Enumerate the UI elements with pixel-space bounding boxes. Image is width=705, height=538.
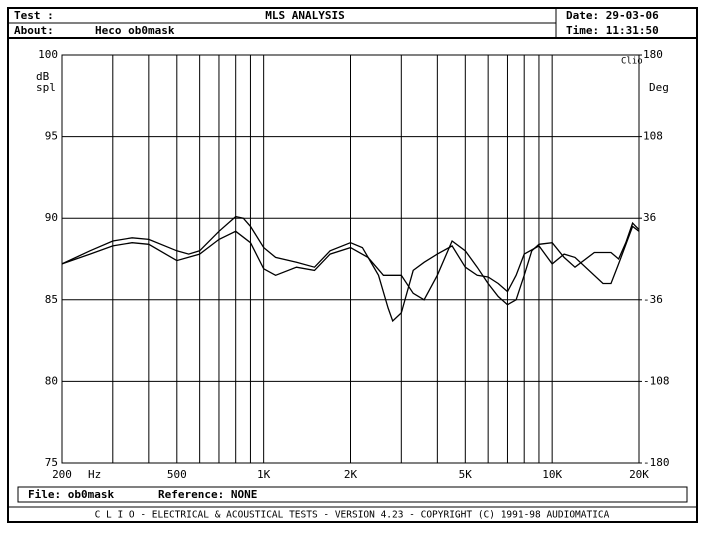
x-tick-label: 5K (459, 468, 473, 481)
file: File: ob0mask (28, 488, 114, 501)
response-line (61, 215, 640, 323)
about-label: About: (14, 24, 54, 37)
y2-tick-label: 36 (643, 211, 656, 224)
y2-tick-label: -108 (643, 374, 670, 387)
x-tick-label: 2K (344, 468, 358, 481)
frame (7, 7, 698, 523)
corner-label: Clio (621, 57, 643, 67)
reference: Reference: NONE (158, 488, 257, 501)
y-tick-label: 75 (45, 456, 58, 469)
y-label: dB (36, 70, 50, 83)
time: Time: 11:31:50 (566, 24, 659, 37)
y2-tick-label: -36 (643, 293, 663, 306)
x-unit: Hz (88, 468, 101, 481)
y2-tick-label: 180 (643, 48, 663, 61)
y-tick-label: 100 (38, 48, 58, 61)
date: Date: 29-03-06 (566, 9, 659, 22)
test-label: Test : (14, 9, 54, 22)
y2-tick-label: -180 (643, 456, 670, 469)
chart-title: MLS ANALYSIS (265, 9, 344, 22)
about: Heco ob0mask (95, 24, 175, 37)
x-tick-label: 1K (257, 468, 271, 481)
credits: C L I O - ELECTRICAL & ACOUSTICAL TESTS … (95, 510, 610, 521)
y-label: spl (36, 81, 56, 94)
y-tick-label: 90 (45, 211, 58, 224)
y2-tick-label: 108 (643, 130, 663, 143)
file-box (17, 486, 688, 503)
y-tick-label: 85 (45, 293, 58, 306)
response-line (61, 221, 640, 306)
x-tick-label: 500 (167, 468, 187, 481)
y-tick-label: 80 (45, 374, 58, 387)
x-tick-label: 200 (52, 468, 72, 481)
y2-label: Deg (649, 81, 669, 94)
y-tick-label: 95 (45, 130, 58, 143)
x-tick-label: 20K (629, 468, 649, 481)
x-tick-label: 10K (542, 468, 562, 481)
